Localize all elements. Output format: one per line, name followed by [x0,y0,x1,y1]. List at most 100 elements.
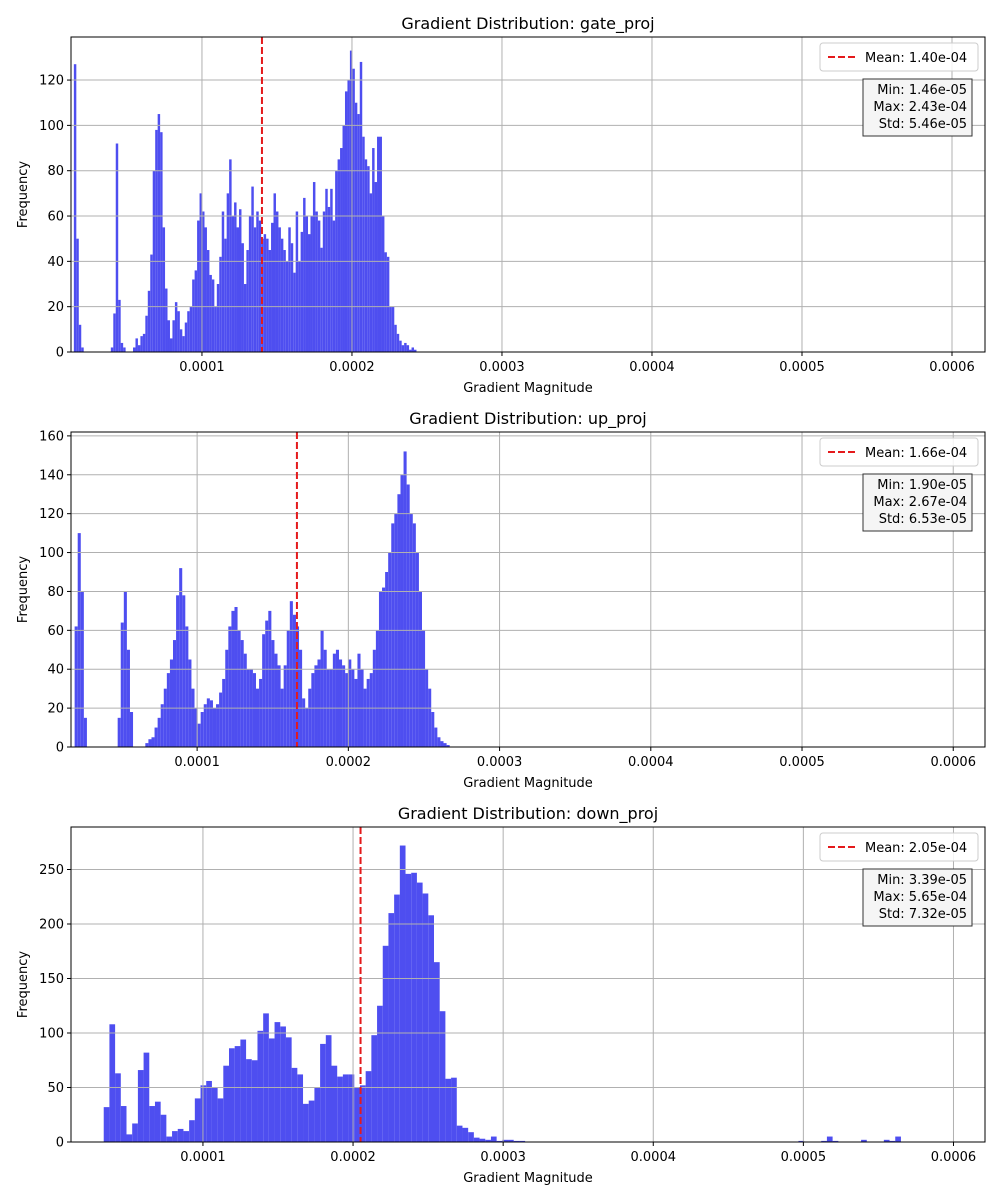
histogram-bar [379,136,382,352]
histogram-bar [414,349,417,352]
histogram-bar [297,1074,304,1142]
histogram-bar [502,1139,509,1142]
histogram-bar [194,270,198,352]
histogram-bar [415,552,419,747]
y-tick-label: 250 [39,863,64,878]
legend-mean-label: Mean: 2.05e-04 [865,841,967,856]
y-tick-label: 60 [47,624,64,639]
histogram-bar [357,114,360,353]
histogram-bar [342,125,345,353]
histogram-bar [308,1100,315,1142]
histogram-bar [255,688,260,747]
histogram-bar [381,216,385,352]
histogram-bar [150,254,153,352]
histogram-bar [257,1030,264,1142]
histogram-bar [519,1140,526,1142]
histogram-bar [243,284,247,352]
histogram-bar [177,311,180,352]
histogram-bar [214,306,217,352]
histogram-bar [234,202,237,352]
histogram-bar [382,945,389,1142]
histogram-bar [132,1123,138,1142]
legend-mean-label: Mean: 1.66e-04 [865,446,967,461]
histogram-bar [889,1140,896,1142]
histogram-bar [265,620,269,747]
histogram-bar [291,1067,298,1142]
histogram-bar [377,136,380,352]
histogram-bar [428,688,432,747]
histogram-bar [151,737,155,747]
histogram-bar [406,484,410,747]
stats-box-frame [862,473,973,532]
histogram-bar [160,1114,167,1142]
histogram-bar [303,197,306,352]
histogram-bar [203,704,207,747]
histogram-bar [798,1140,805,1142]
histogram-bar [236,227,239,352]
histogram-bar [338,659,343,747]
histogram-bar [325,1035,332,1142]
histogram-bar [366,678,370,747]
y-tick-label: 100 [39,1027,64,1042]
histogram-bar [412,523,416,747]
histogram-bar [268,250,272,352]
histogram-bar [335,649,339,747]
histogram-bar [212,708,217,747]
x-tick-label: 0.0002 [330,1150,376,1165]
histogram-bar [377,1005,383,1142]
histogram-bar [348,659,352,747]
x-axis-label: Gradient Magnitude [463,776,593,791]
stats-line: Std: 5.46e-05 [879,117,967,132]
histogram-bar [280,1026,286,1142]
histogram-bar [274,1022,281,1142]
grid [71,827,985,1143]
stats-line: Max: 2.43e-04 [873,100,967,115]
histogram-bar [372,148,375,352]
histogram-bar [143,1052,150,1142]
histogram-bar [229,159,232,352]
histogram-bars [103,845,901,1142]
histogram-bar [126,1134,133,1142]
histogram-bar [404,342,407,352]
histogram-bar [340,148,343,352]
histogram-bar [209,274,212,352]
histogram-bar [314,665,318,747]
histogram-bar [323,649,327,747]
histogram-bar [117,717,121,747]
histogram-bar [211,279,215,352]
histogram-bar [238,209,242,352]
histogram-bar [325,188,328,352]
histogram-bar [202,211,205,352]
y-tick-label: 100 [39,119,64,134]
legend-box [819,437,979,467]
histogram-bar [342,1074,349,1142]
y-tick-label: 0 [56,346,64,361]
histogram-bar [354,1087,360,1142]
histogram-bar [206,1080,212,1142]
histogram-bar [310,216,313,352]
histogram-bar [403,451,407,747]
histogram-bar [285,1037,292,1142]
histogram-bar [394,324,397,352]
histogram-bar [246,250,249,352]
histogram-bar [397,494,401,747]
histogram-bar [364,159,368,352]
histogram-bar [388,552,392,747]
histogram-bar [274,653,278,747]
stats-line: Min: 3.39e-05 [877,873,967,888]
histogram-bar [199,193,203,352]
histogram-bars [73,50,417,353]
histogram-bar [83,717,87,747]
histogram-bar [133,347,136,352]
x-tick-label: 0.0006 [931,1150,977,1165]
histogram-bar [473,1137,480,1142]
histogram-bar [437,737,441,747]
x-tick-label: 0.0004 [628,755,674,770]
histogram-bar [115,1073,121,1142]
histogram-bar [231,610,235,747]
histogram-bar [363,688,367,747]
histogram-bar [401,345,405,352]
histogram-bar [211,1087,218,1142]
histogram-bar [248,216,252,352]
histogram-bar [145,315,148,352]
